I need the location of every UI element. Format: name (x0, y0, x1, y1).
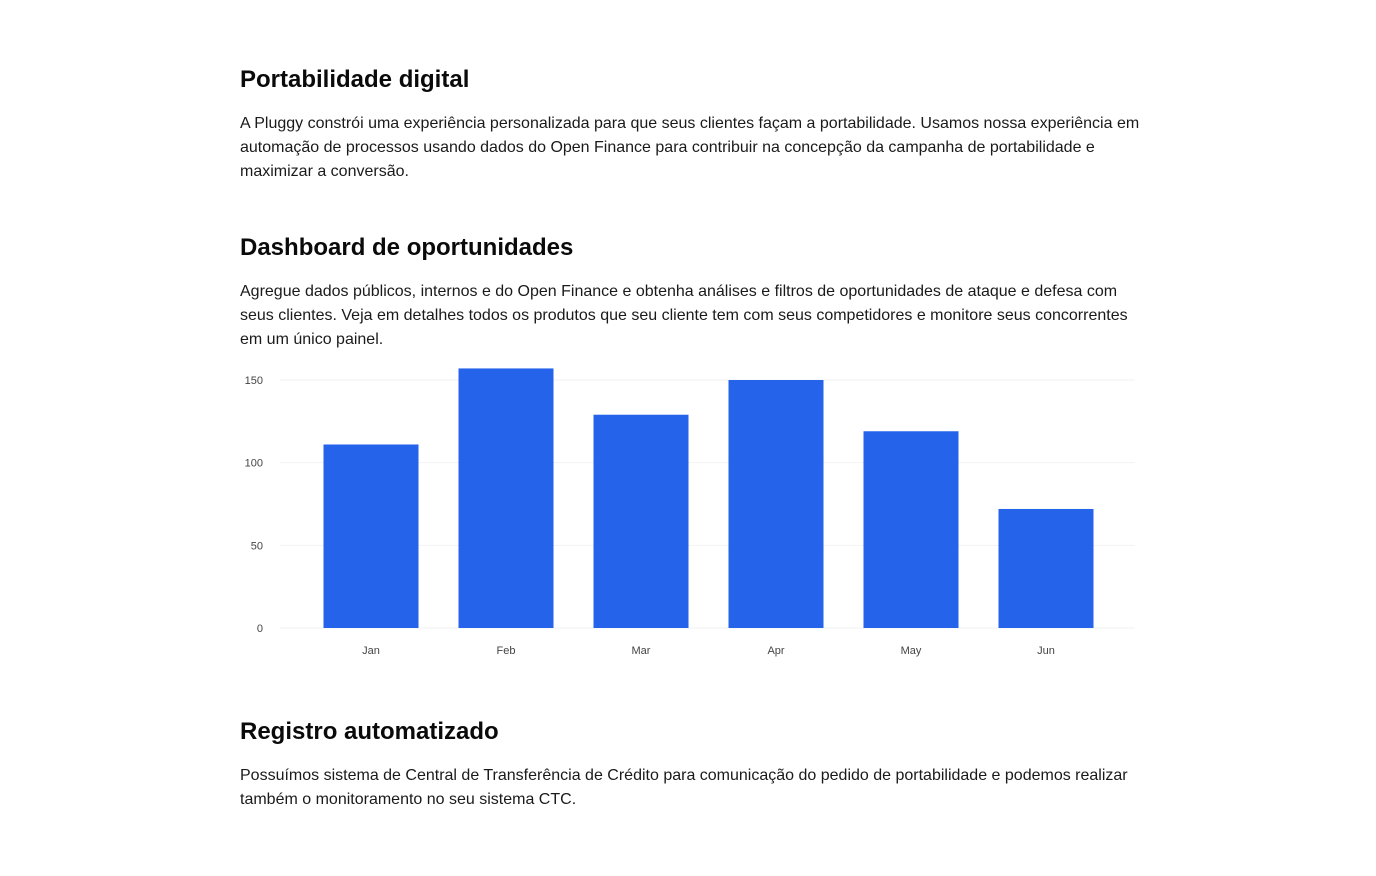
y-tick-label-0: 0 (257, 623, 263, 635)
bar-mar (593, 414, 689, 628)
x-tick-label-jun: Jun (1037, 645, 1055, 657)
y-tick-label-50: 50 (251, 540, 263, 552)
x-tick-label-jan: Jan (362, 645, 380, 657)
section-title-registro: Registro automatizado (240, 718, 499, 745)
bar-may (863, 431, 959, 628)
x-tick-label-apr: Apr (767, 645, 784, 657)
x-tick-label-mar: Mar (632, 645, 651, 657)
bar-jun (998, 508, 1094, 628)
bar-jan (323, 444, 419, 628)
y-tick-label-100: 100 (245, 458, 263, 470)
y-tick-label-150: 150 (245, 375, 263, 387)
section-title-portabilidade: Portabilidade digital (240, 66, 470, 93)
opportunities-bar-chart: 0 50 100 150 Jan Feb Mar Apr May Jun (240, 365, 1140, 665)
section-text-registro: Possuímos sistema de Central de Transfer… (240, 767, 1128, 808)
section-text-portabilidade: A Pluggy constrói uma experiência person… (240, 115, 1140, 180)
x-tick-label-may: May (901, 645, 922, 657)
x-tick-label-feb: Feb (497, 645, 516, 657)
bar-feb (458, 368, 554, 628)
bar-chart-svg: 0 50 100 150 Jan Feb Mar Apr May Jun (245, 368, 1135, 657)
section-text-dashboard: Agregue dados públicos, internos e do Op… (240, 283, 1128, 348)
section-title-dashboard: Dashboard de oportunidades (240, 234, 574, 261)
bar-apr (728, 380, 824, 628)
